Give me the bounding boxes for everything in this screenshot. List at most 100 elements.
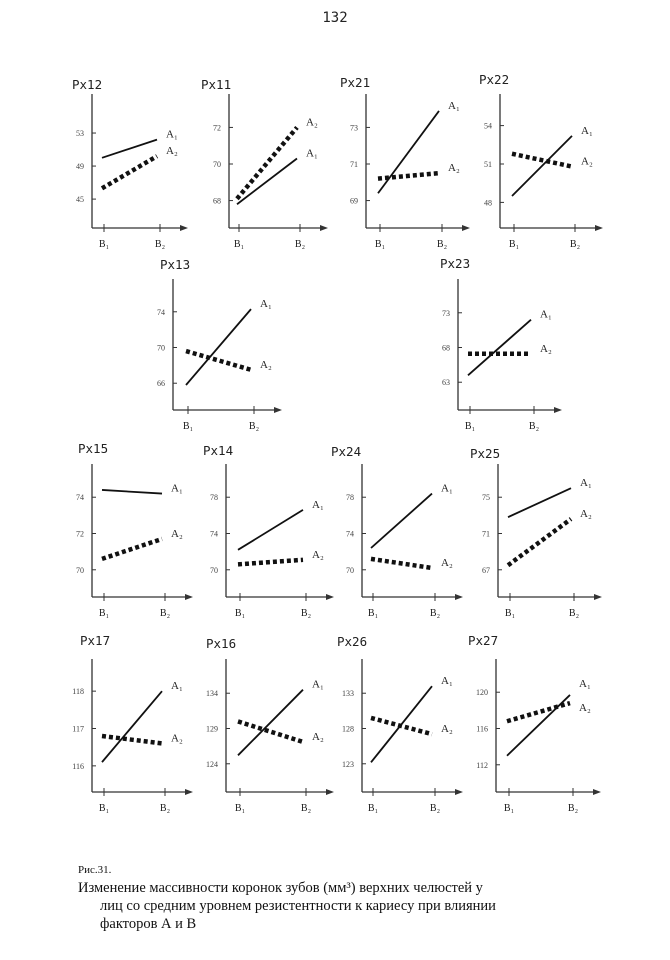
series-label: A₂ [312, 549, 324, 561]
series-label: A₁ [306, 148, 318, 160]
y-tick-label: 49 [76, 162, 84, 171]
series-a2-line [235, 125, 299, 201]
series-a1-line [370, 492, 433, 549]
caption-label: Рис.31. [78, 864, 112, 876]
x-axis-arrow [554, 407, 562, 413]
x-axis-arrow [594, 594, 602, 600]
x-axis-arrow [185, 789, 193, 795]
chart-title: Px14 [203, 443, 233, 458]
y-tick-label: 70 [346, 566, 354, 575]
x-axis-arrow [326, 789, 334, 795]
series-label: A₂ [540, 343, 552, 355]
y-tick-label: 54 [484, 122, 492, 131]
y-tick-label: 117 [72, 725, 84, 734]
figure-charts: Px12 45 49 53 B₁ B₂ A₁ A₂ Px11 68 70 72 B₁ B₂ A₂ A₁ Px21… [72, 72, 603, 814]
x-category-label: B₁ [99, 803, 109, 814]
x-category-label: B₁ [235, 803, 245, 814]
series-a1-line [237, 689, 304, 756]
series-label: A₁ [260, 298, 272, 310]
series-a1-line [511, 135, 573, 197]
series-label: A₁ [441, 483, 453, 495]
x-category-label: B₂ [301, 608, 311, 619]
x-category-label: B₂ [249, 421, 259, 432]
x-category-label: B₁ [99, 239, 109, 250]
series-a1-line [101, 489, 163, 495]
chart-title: Px21 [340, 75, 370, 90]
series-a1-line [467, 319, 532, 376]
caption-line: факторов А и В [100, 916, 197, 932]
chart-title: Px16 [206, 636, 236, 651]
y-tick-label: 75 [482, 493, 490, 502]
series-label: A₁ [579, 678, 591, 690]
x-category-label: B₂ [529, 421, 539, 432]
x-category-label: B₂ [295, 239, 305, 250]
x-category-label: B₂ [160, 803, 170, 814]
series-a2-line [511, 151, 573, 169]
series-label: A₂ [581, 156, 593, 168]
series-a2-line [237, 557, 304, 567]
series-label: A₂ [448, 162, 460, 174]
series-a1-line [101, 690, 163, 763]
x-category-label: B₂ [155, 239, 165, 250]
x-category-label: B₁ [368, 608, 378, 619]
y-tick-label: 68 [442, 344, 450, 353]
y-tick-label: 123 [342, 760, 354, 769]
x-category-label: B₁ [504, 803, 514, 814]
series-a1-line [185, 308, 252, 386]
x-axis-arrow [455, 789, 463, 795]
series-a1-line [506, 694, 571, 757]
series-a2-line [185, 348, 252, 372]
x-category-label: B₂ [569, 608, 579, 619]
chart-title: Px13 [160, 257, 190, 272]
x-axis-arrow [326, 594, 334, 600]
y-tick-label: 128 [342, 725, 354, 734]
series-label: A₂ [441, 557, 453, 569]
chart-title: Px12 [72, 77, 102, 92]
series-label: A₂ [171, 528, 183, 540]
x-axis-arrow [593, 789, 601, 795]
series-label: A₁ [166, 129, 178, 141]
x-category-label: B₁ [368, 803, 378, 814]
y-tick-label: 70 [213, 160, 221, 169]
series-a2-line [506, 517, 573, 568]
y-tick-label: 118 [72, 687, 84, 696]
x-axis-arrow [595, 225, 603, 231]
series-label: A₁ [171, 483, 183, 495]
x-axis-arrow [185, 594, 193, 600]
caption-line: лиц со средним уровнем резистентности к … [100, 898, 496, 914]
series-label: A₁ [312, 499, 324, 511]
y-tick-label: 74 [76, 493, 84, 502]
y-tick-label: 78 [346, 493, 354, 502]
x-category-label: B₂ [430, 803, 440, 814]
series-label: A₂ [260, 359, 272, 371]
y-tick-label: 71 [350, 160, 358, 169]
chart-title: Px15 [78, 441, 108, 456]
y-tick-label: 45 [76, 195, 84, 204]
y-tick-label: 116 [72, 762, 84, 771]
y-tick-label: 129 [206, 725, 218, 734]
chart-title: Px22 [479, 72, 509, 87]
series-label: A₁ [171, 680, 183, 692]
y-tick-label: 120 [476, 688, 488, 697]
series-label: A₁ [580, 477, 592, 489]
series-a2-line [100, 154, 159, 191]
x-axis-arrow [274, 407, 282, 413]
series-a1-line [237, 509, 304, 551]
x-category-label: B₁ [509, 239, 519, 250]
x-category-label: B₁ [234, 239, 244, 250]
series-a1-line [507, 487, 572, 518]
series-label: A₁ [312, 679, 324, 691]
x-category-label: B₁ [375, 239, 385, 250]
figure-caption: Рис.31. Изменение массивности коронок зу… [78, 860, 598, 933]
y-tick-label: 124 [206, 760, 218, 769]
x-category-label: B₂ [160, 608, 170, 619]
series-a2-line [101, 733, 163, 746]
x-category-label: B₂ [570, 239, 580, 250]
series-a2-line [377, 170, 440, 181]
y-tick-label: 71 [482, 530, 490, 539]
y-tick-label: 68 [213, 197, 221, 206]
x-category-label: B₂ [568, 803, 578, 814]
y-tick-label: 78 [210, 493, 218, 502]
series-label: A₂ [312, 731, 324, 743]
series-a2-line [370, 556, 433, 571]
